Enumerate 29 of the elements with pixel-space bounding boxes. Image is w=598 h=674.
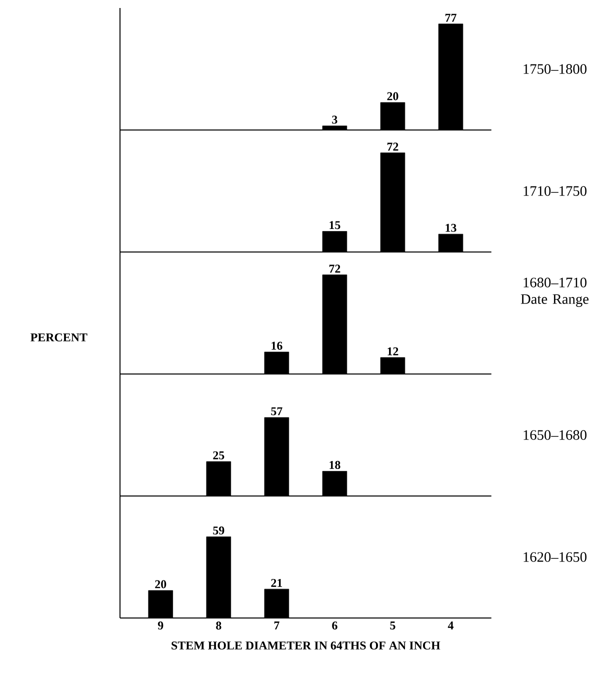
data-label: 72 (387, 142, 398, 151)
text: 1710–1750 (524, 186, 586, 196)
data-label: 20 (387, 92, 398, 100)
x-tick-label: 8 (216, 622, 222, 630)
data-label: 18 (330, 460, 340, 469)
x-tick-label: 9 (158, 622, 164, 630)
data-label: 3 (332, 116, 338, 124)
text: 1620–1650 (524, 552, 586, 562)
text: Date Range (520, 294, 589, 307)
data-label: 57 (271, 407, 282, 416)
text: 1680–1710 (524, 278, 586, 288)
x-axis-title: STEM HOLE DIAMETER IN 64THS OF AN INCH (172, 642, 440, 650)
text: 1650–1680 (524, 430, 586, 440)
data-label: 16 (272, 342, 282, 350)
data-label: 25 (213, 451, 224, 460)
text: 1750–1800 (524, 64, 586, 74)
data-label: 72 (329, 264, 340, 273)
x-tick-label: 4 (448, 622, 454, 630)
x-tick-label: 7 (274, 622, 280, 630)
data-label: 77 (445, 14, 456, 22)
data-label: 20 (155, 580, 166, 588)
y-axis-title: PERCENT (30, 333, 88, 342)
data-label: 15 (330, 221, 340, 230)
data-label: 21 (271, 578, 282, 587)
x-tick-label: 6 (332, 622, 338, 630)
data-label: 13 (446, 224, 456, 232)
data-label: 12 (388, 347, 398, 356)
data-label: 59 (213, 526, 224, 535)
x-tick-label: 5 (390, 622, 396, 630)
